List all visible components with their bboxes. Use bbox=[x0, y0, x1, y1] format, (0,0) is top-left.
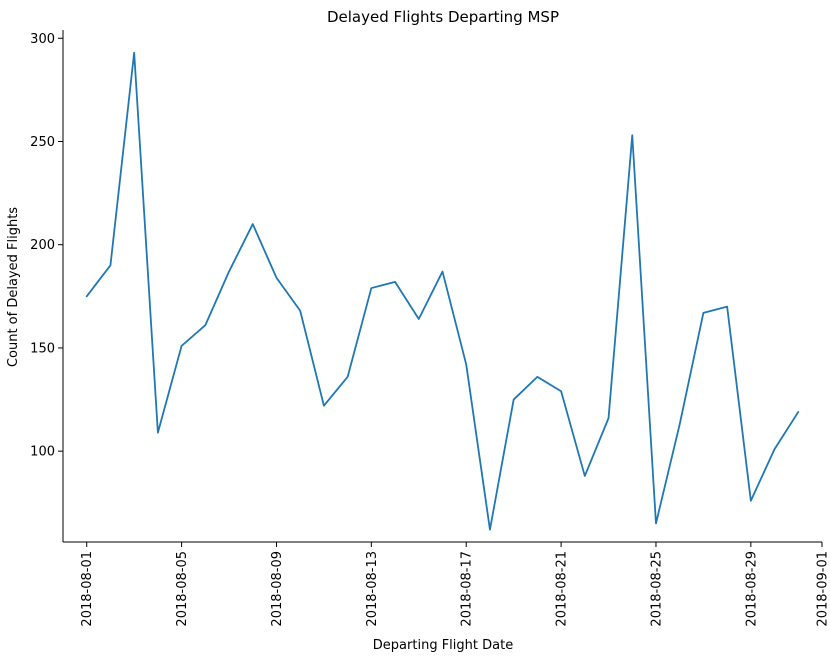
data-point bbox=[252, 223, 254, 225]
data-point bbox=[181, 345, 183, 347]
y-tick-label: 150 bbox=[30, 341, 55, 356]
plot-area: 100 150 200 250 300 2018-08-01 2018-08-05 2018-… bbox=[30, 30, 830, 627]
y-tick-label: 250 bbox=[30, 135, 55, 150]
x-tick-label: 2018-08-29 bbox=[744, 551, 759, 627]
x-tick-label: 2018-08-25 bbox=[649, 551, 664, 627]
data-point bbox=[774, 448, 776, 450]
data-point bbox=[726, 306, 728, 308]
data-point bbox=[608, 417, 610, 419]
x-tick-label: 2018-09-01 bbox=[816, 551, 830, 627]
data-point bbox=[465, 364, 467, 366]
y-tick-label: 100 bbox=[30, 445, 55, 460]
x-tick-label: 2018-08-01 bbox=[80, 551, 95, 627]
x-tick-label: 2018-08-13 bbox=[365, 551, 380, 627]
data-point bbox=[110, 265, 112, 267]
x-tick-label: 2018-08-09 bbox=[270, 551, 285, 627]
data-point bbox=[584, 475, 586, 477]
x-tick-label: 2018-08-17 bbox=[460, 551, 475, 627]
data-point bbox=[537, 376, 539, 378]
data-point bbox=[133, 52, 135, 54]
data-point bbox=[797, 411, 799, 413]
data-point bbox=[347, 376, 349, 378]
data-point bbox=[679, 424, 681, 426]
series-line bbox=[85, 51, 800, 531]
data-point bbox=[205, 324, 207, 326]
chart-title: Delayed Flights Departing MSP bbox=[327, 8, 559, 26]
data-point bbox=[299, 310, 301, 312]
data-point bbox=[489, 529, 491, 531]
x-tick-label: 2018-08-21 bbox=[555, 551, 570, 627]
x-axis-title: Departing Flight Date bbox=[373, 638, 513, 653]
data-point bbox=[655, 523, 657, 525]
y-axis-title: Count of Delayed Flights bbox=[6, 207, 21, 367]
x-tick-label: 2018-08-05 bbox=[175, 551, 190, 627]
data-point bbox=[371, 287, 373, 289]
y-tick-label: 200 bbox=[30, 238, 55, 253]
data-point bbox=[86, 296, 88, 298]
y-tick-label: 300 bbox=[30, 32, 55, 47]
data-point bbox=[276, 277, 278, 279]
data-point bbox=[228, 271, 230, 273]
data-point bbox=[560, 390, 562, 392]
data-point bbox=[394, 281, 396, 283]
data-point bbox=[442, 271, 444, 273]
data-point bbox=[513, 399, 515, 401]
data-point bbox=[418, 318, 420, 320]
data-point bbox=[750, 500, 752, 502]
data-point bbox=[157, 432, 159, 434]
data-point bbox=[323, 405, 325, 407]
data-point bbox=[631, 134, 633, 136]
data-point bbox=[703, 312, 705, 314]
